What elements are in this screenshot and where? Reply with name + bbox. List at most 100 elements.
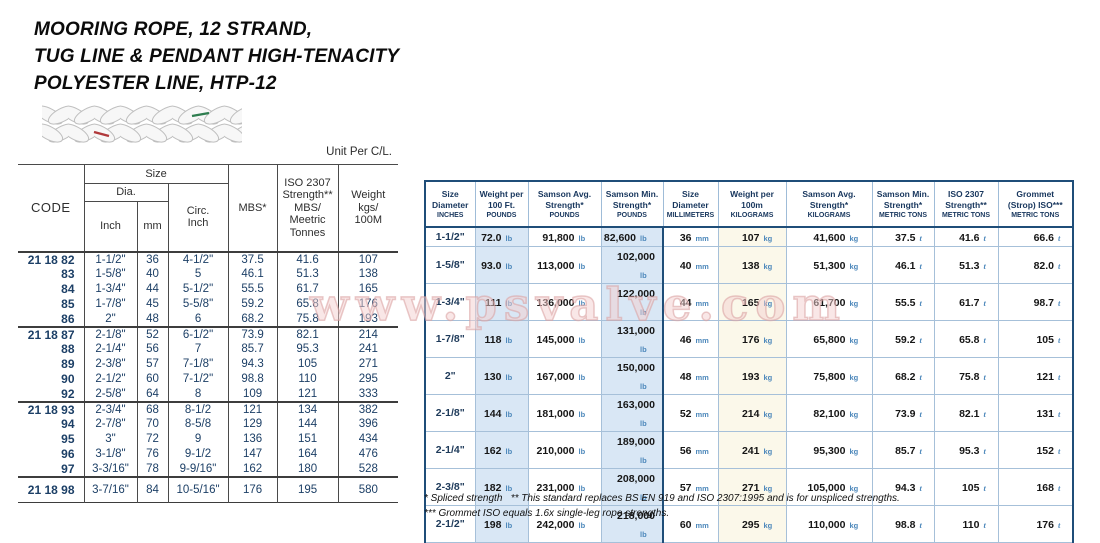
- spec-cell: 84: [136, 476, 169, 503]
- spec-cell: 78: [136, 461, 169, 477]
- spec-cell: 72: [136, 431, 169, 447]
- us-table-header: Size Diameter INCHES Weight per 100 Ft. POU…: [424, 180, 1074, 228]
- value-cell: 75.8 t: [933, 357, 999, 395]
- header-mbs: MBS*: [227, 164, 278, 252]
- value-cell: 95.3 t: [933, 431, 999, 469]
- value-cell: 107 kg: [717, 226, 787, 247]
- spec-cell: 121: [276, 386, 339, 402]
- column-header: Weight per 100m KILOGRAMS: [717, 180, 787, 228]
- spec-cell: 2-1/8": [83, 326, 138, 342]
- table-row: 2-1/4" 162 lb 210,000 lb 189,000lb 56 mm 241 kg 95…: [424, 431, 1074, 469]
- value-cell: 218,000lb: [600, 505, 664, 543]
- header-code: CODE: [17, 164, 85, 252]
- spec-cell: 7-1/8": [167, 356, 229, 372]
- diameter-cell: 2-1/8": [424, 394, 476, 432]
- spec-cell: 36: [136, 251, 169, 267]
- column-header: Samson Avg. Strength* POUNDS: [527, 180, 602, 228]
- table-row: 2-3/8" 182 lb 231,000 lb 208,000lb 57 mm 271 kg 10…: [424, 468, 1074, 506]
- spec-cell: 138: [337, 266, 399, 282]
- value-cell: 44 mm: [662, 283, 719, 321]
- diameter-cell: 1-7/8": [424, 320, 476, 358]
- code-cell: 95: [17, 431, 85, 447]
- column-header: ISO 2307 Strength** METRIC TONS: [933, 180, 999, 228]
- header-weight: Weight kgs/ 100M: [337, 164, 399, 252]
- spec-cell: 2": [83, 311, 138, 327]
- value-cell: 118 lb: [474, 320, 529, 358]
- code-cell: 96: [17, 446, 85, 462]
- value-cell: 82,600 lb: [600, 226, 664, 247]
- value-cell: 122,000lb: [600, 283, 664, 321]
- spec-row: 21 18 98 3-7/16" 84 10-5/16" 176 195 580: [17, 476, 399, 503]
- value-cell: 73.9 t: [871, 394, 935, 432]
- spec-cell: 85.7: [227, 341, 278, 357]
- spec-row: 90 2-1/2" 60 7-1/2" 98.8 110 295: [17, 371, 399, 387]
- spec-cell: 2-5/8": [83, 386, 138, 402]
- spec-cell: 151: [276, 431, 339, 447]
- diameter-cell: 2-3/8": [424, 468, 476, 506]
- spec-cell: 59.2: [227, 296, 278, 312]
- title-line-1: MOORING ROPE, 12 STRAND,: [34, 19, 313, 40]
- code-group: 21 18 82 1-1/2" 36 4-1/2" 37.5 41.6 107 83 1-5/8…: [17, 251, 399, 327]
- spec-cell: 6: [167, 311, 229, 327]
- spec-cell: 76: [136, 446, 169, 462]
- spec-cell: 44: [136, 281, 169, 297]
- code-cell: 88: [17, 341, 85, 357]
- spec-cell: 147: [227, 446, 278, 462]
- value-cell: 46.1 t: [871, 246, 935, 284]
- spec-cell: 8-1/2: [167, 401, 229, 417]
- spec-cell: 94.3: [227, 356, 278, 372]
- value-cell: 98.7 t: [997, 283, 1074, 321]
- spec-cell: 10-5/16": [167, 476, 229, 503]
- spec-cell: 41.6: [276, 251, 339, 267]
- spec-cell: 144: [276, 416, 339, 432]
- value-cell: 41,600 kg: [785, 226, 873, 247]
- spec-row: 95 3" 72 9 136 151 434: [17, 431, 399, 447]
- diameter-cell: 2": [424, 357, 476, 395]
- table-row: 2" 130 lb 167,000 lb 150,000lb 48 mm 193 kg 75,800…: [424, 357, 1074, 395]
- page-title: MOORING ROPE, 12 STRAND, TUG LINE & PEND…: [34, 16, 399, 97]
- spec-cell: 9-9/16": [167, 461, 229, 477]
- spec-cell: 5-5/8": [167, 296, 229, 312]
- value-cell: 61,700 kg: [785, 283, 873, 321]
- header-inch: Inch: [83, 201, 138, 252]
- value-cell: 242,000 lb: [527, 505, 602, 543]
- code-group: 21 18 93 2-3/4" 68 8-1/2 121 134 382 94 2-7/8" 70…: [17, 401, 399, 477]
- value-cell: 46 mm: [662, 320, 719, 358]
- value-cell: 95,300 kg: [785, 431, 873, 469]
- value-cell: 167,000 lb: [527, 357, 602, 395]
- value-cell: 105 t: [997, 320, 1074, 358]
- spec-cell: 56: [136, 341, 169, 357]
- spec-row: 88 2-1/4" 56 7 85.7 95.3 241: [17, 341, 399, 357]
- spec-cell: 75.8: [276, 311, 339, 327]
- value-cell: 51.3 t: [933, 246, 999, 284]
- spec-cell: 162: [227, 461, 278, 477]
- spec-cell: 333: [337, 386, 399, 402]
- spec-cell: 55.5: [227, 281, 278, 297]
- spec-cell: 1-7/8": [83, 296, 138, 312]
- value-cell: 210,000 lb: [527, 431, 602, 469]
- value-cell: 68.2 t: [871, 357, 935, 395]
- spec-cell: 95.3: [276, 341, 339, 357]
- spec-cell: 98.8: [227, 371, 278, 387]
- value-cell: 98.8 t: [871, 505, 935, 543]
- spec-cell: 214: [337, 326, 399, 342]
- spec-cell: 64: [136, 386, 169, 402]
- spec-cell: 121: [227, 401, 278, 417]
- value-cell: 111 lb: [474, 283, 529, 321]
- code-cell: 21 18 82: [17, 251, 85, 267]
- code-cell: 97: [17, 461, 85, 477]
- value-cell: 182 lb: [474, 468, 529, 506]
- code-cell: 21 18 87: [17, 326, 85, 342]
- spec-cell: 396: [337, 416, 399, 432]
- spec-cell: 57: [136, 356, 169, 372]
- spec-cell: 2-3/8": [83, 356, 138, 372]
- value-cell: 85.7 t: [871, 431, 935, 469]
- spec-cell: 1-3/4": [83, 281, 138, 297]
- spec-row: 94 2-7/8" 70 8-5/8 129 144 396: [17, 416, 399, 432]
- spec-row: 97 3-3/16" 78 9-9/16" 162 180 528: [17, 461, 399, 477]
- table-row: 1-5/8" 93.0 lb 113,000 lb 102,000lb 40 mm 138 kg 5…: [424, 246, 1074, 284]
- spec-cell: 176: [227, 476, 278, 503]
- spec-cell: 40: [136, 266, 169, 282]
- spec-row: 83 1-5/8" 40 5 46.1 51.3 138: [17, 266, 399, 282]
- value-cell: 60 mm: [662, 505, 719, 543]
